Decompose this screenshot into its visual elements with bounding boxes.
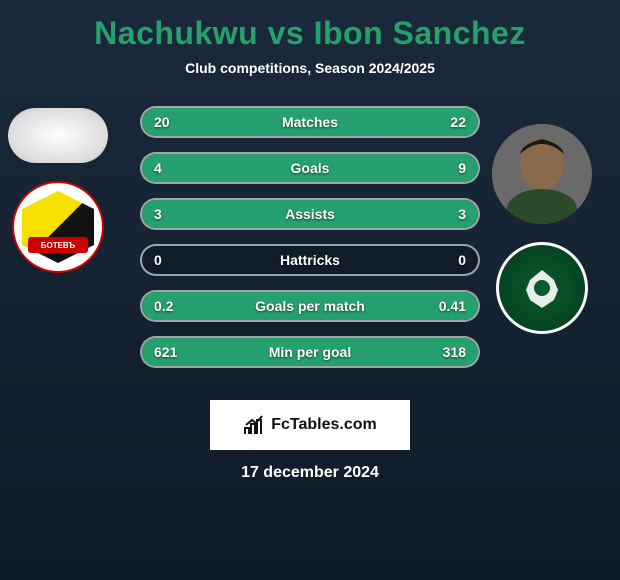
footer-date: 17 december 2024 — [0, 464, 620, 482]
brand-text: FcTables.com — [271, 416, 377, 434]
stat-row: 0.2 Goals per match 0.41 — [140, 290, 480, 322]
stat-value-right: 0.41 — [439, 298, 466, 314]
stat-value-right: 318 — [443, 344, 466, 360]
stat-label: Matches — [282, 114, 338, 130]
stat-value-right: 9 — [458, 160, 466, 176]
stat-row: 3 Assists 3 — [140, 198, 480, 230]
stat-bar-right — [310, 200, 478, 228]
stat-value-right: 3 — [458, 206, 466, 222]
stat-row: 20 Matches 22 — [140, 106, 480, 138]
stats-column: 20 Matches 22 4 Goals 9 3 Assists 3 0 Hattricks 0 0.… — [140, 106, 480, 368]
stat-value-left: 0.2 — [154, 298, 173, 314]
brand-box: FcTables.com — [210, 400, 410, 450]
stat-value-right: 22 — [450, 114, 466, 130]
stats-area: 20 Matches 22 4 Goals 9 3 Assists 3 0 Hattricks 0 0.… — [0, 86, 620, 388]
stat-label: Assists — [285, 206, 335, 222]
stat-value-left: 3 — [154, 206, 162, 222]
stat-bar-right — [246, 154, 478, 182]
stat-value-left: 0 — [154, 252, 162, 268]
stat-value-left: 4 — [154, 160, 162, 176]
page-subtitle: Club competitions, Season 2024/2025 — [0, 60, 620, 76]
stat-value-right: 0 — [458, 252, 466, 268]
page-title: Nachukwu vs Ibon Sanchez — [0, 15, 620, 52]
stat-row: 4 Goals 9 — [140, 152, 480, 184]
stat-label: Goals per match — [255, 298, 365, 314]
stat-value-left: 20 — [154, 114, 170, 130]
stat-label: Hattricks — [280, 252, 340, 268]
header: Nachukwu vs Ibon Sanchez Club competitio… — [0, 0, 620, 86]
stat-label: Goals — [291, 160, 330, 176]
stat-value-left: 621 — [154, 344, 177, 360]
stat-row: 621 Min per goal 318 — [140, 336, 480, 368]
stat-label: Min per goal — [269, 344, 351, 360]
chart-icon — [243, 414, 265, 436]
stat-row: 0 Hattricks 0 — [140, 244, 480, 276]
